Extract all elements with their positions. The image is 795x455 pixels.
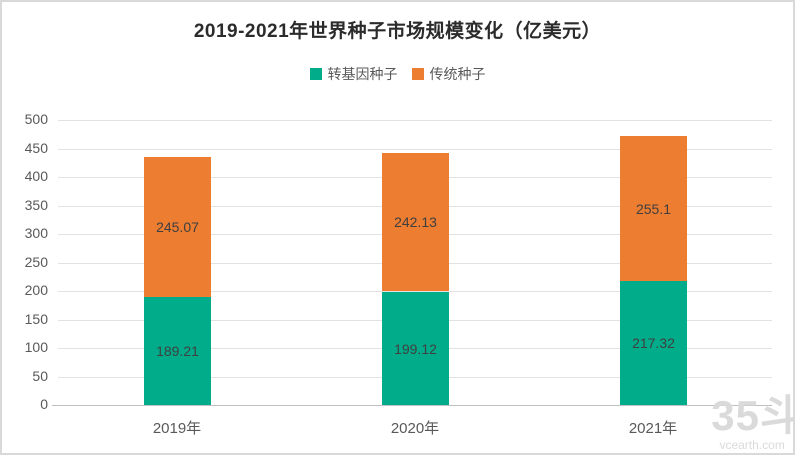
x-axis-tick-label: 2021年 [628,420,678,437]
y-axis-tick-label: 200 [24,282,48,298]
bar-segment: 199.12 [382,292,449,405]
y-axis-tick-label: 300 [24,225,48,241]
y-axis-tick-label: 100 [24,339,48,355]
gridline [58,291,772,292]
bar-segment: 242.13 [382,153,449,291]
y-axis-tick-label: 50 [32,368,48,384]
bar-segment: 189.21 [144,297,211,405]
y-axis-tick-label: 400 [24,168,48,184]
x-axis-tick-label: 2019年 [152,420,202,437]
watermark-brand-logo: 35斗 [711,392,795,439]
gridline [58,149,772,150]
legend-label: 传统种子 [429,66,486,82]
y-axis-tick-label: 500 [24,111,48,127]
watermark: 35斗 vcearth.com [711,392,795,452]
y-axis-tick-label: 450 [24,140,48,156]
watermark-site-url: vcearth.com [719,438,785,452]
legend-label: 转基因种子 [327,66,398,82]
legend-item: 转基因种子 [309,64,398,84]
y-axis-tick-label: 150 [24,311,48,327]
y-axis-tick-label: 350 [24,197,48,213]
gridline [52,405,772,406]
chart-legend: 转基因种子 传统种子 [2,64,793,84]
chart-title: 2019-2021年世界种子市场规模变化（亿美元） [193,21,602,42]
gridline [58,120,772,121]
legend-swatch-icon [309,68,322,80]
legend-item: 传统种子 [411,64,486,84]
y-axis-tick-label: 0 [40,396,48,412]
x-axis-tick-label: 2020年 [390,420,440,437]
bar-segment: 217.32 [620,281,687,405]
bar-segment: 245.07 [144,157,211,297]
bar-segment: 255.1 [620,136,687,281]
y-axis-tick-label: 250 [24,254,48,270]
legend-swatch-icon [411,68,424,80]
